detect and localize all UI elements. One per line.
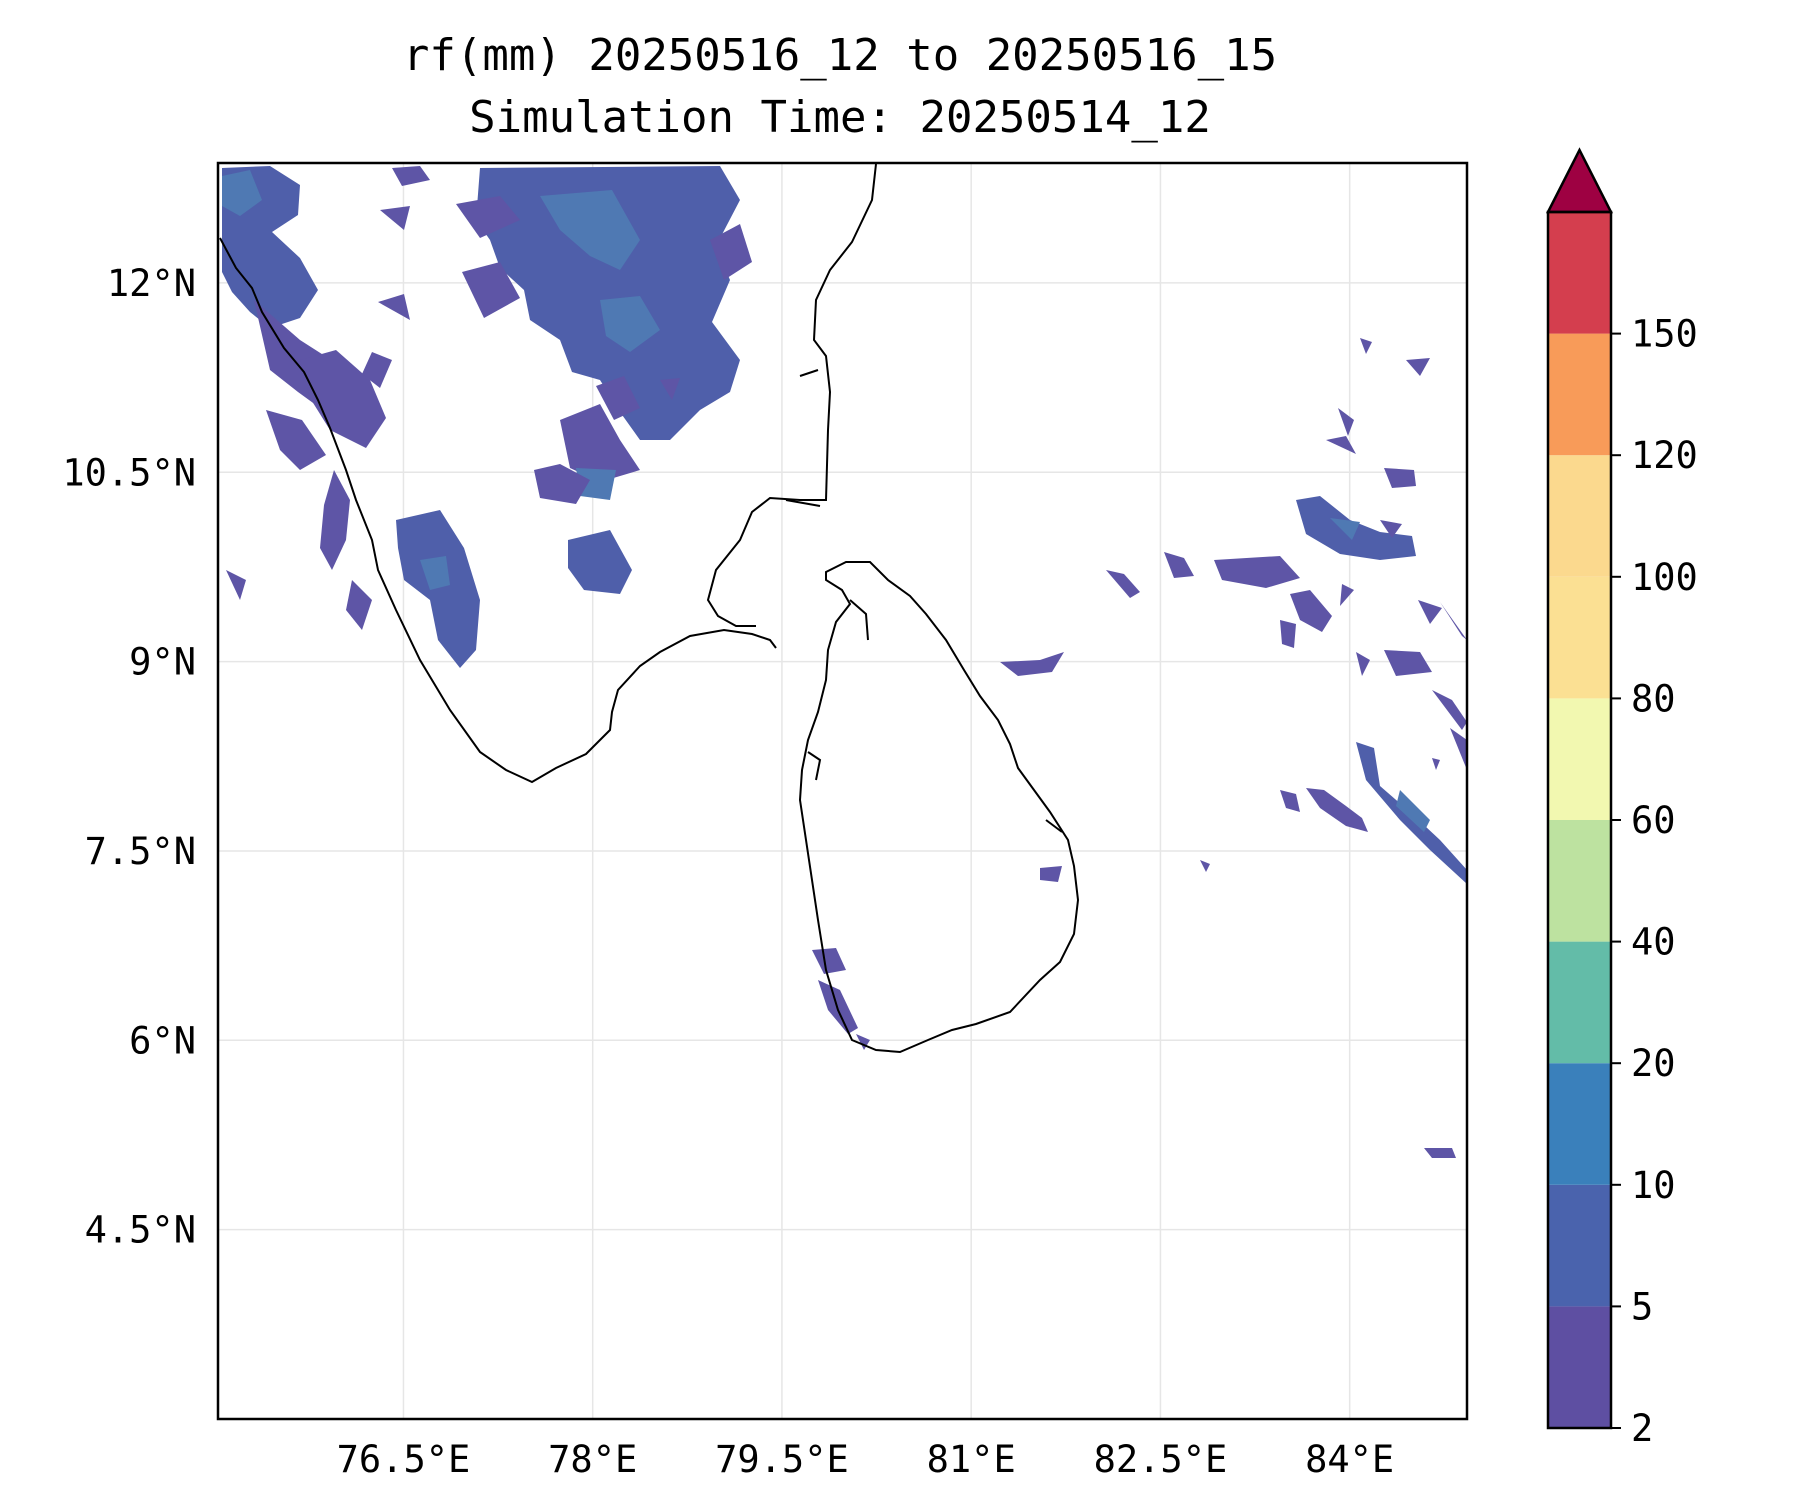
colorbar-tick-label: 10 xyxy=(1631,1164,1676,1207)
lon-tick-label: 81°E xyxy=(927,1438,1016,1481)
colorbar-segment xyxy=(1548,1306,1611,1428)
colorbar-segment xyxy=(1548,1063,1611,1185)
map-area: 76.5°E 78°E 79.5°E 81°E 82.5°E 84°E 12°N 10.5°… xyxy=(62,161,1469,1481)
colorbar-tick-label: 60 xyxy=(1631,799,1676,842)
lon-tick-label: 76.5°E xyxy=(337,1438,471,1481)
lon-tick-label: 79.5°E xyxy=(715,1438,849,1481)
map-title: rf(mm) 20250516_12 to 20250516_15 xyxy=(402,30,1278,81)
lat-tick-label: 7.5°N xyxy=(85,830,196,873)
colorbar-segment xyxy=(1548,212,1611,334)
colorbar-tick-label: 2 xyxy=(1631,1407,1653,1450)
colorbar-segment xyxy=(1548,333,1611,456)
lon-tick-label: 84°E xyxy=(1305,1438,1394,1481)
lat-tick-label: 9°N xyxy=(129,641,196,684)
gridlines xyxy=(218,163,1467,1419)
rainfall-patches xyxy=(222,166,1467,1158)
colorbar-segment xyxy=(1548,576,1611,699)
colorbar-tick-label: 100 xyxy=(1631,556,1698,599)
colorbar-tick-label: 150 xyxy=(1631,313,1698,356)
colorbar-tick-label: 80 xyxy=(1631,677,1676,720)
colorbar-tick-label: 20 xyxy=(1631,1042,1676,1085)
lat-tick-label: 6°N xyxy=(129,1019,196,1062)
lat-tick-label: 10.5°N xyxy=(62,451,196,494)
colorbar-segment xyxy=(1548,1184,1611,1307)
colorbar: 2 5 10 20 40 60 80 100 120 150 xyxy=(1545,147,1698,1450)
colorbar-tick-label: 120 xyxy=(1631,434,1698,477)
colorbar-tick-label: 40 xyxy=(1631,921,1676,964)
latitude-ticks: 12°N 10.5°N 9°N 7.5°N 6°N 4.5°N xyxy=(62,262,196,1252)
lat-tick-label: 12°N xyxy=(107,262,196,305)
lon-tick-label: 82.5°E xyxy=(1094,1438,1228,1481)
longitude-ticks: 76.5°E 78°E 79.5°E 81°E 82.5°E 84°E xyxy=(337,1438,1395,1481)
colorbar-extend-triangle xyxy=(1545,147,1614,214)
lat-tick-label: 4.5°N xyxy=(85,1209,196,1252)
coastline xyxy=(219,163,1080,1054)
colorbar-segment xyxy=(1548,698,1611,820)
colorbar-tick-label: 5 xyxy=(1631,1285,1653,1328)
lon-tick-label: 78°E xyxy=(548,1438,637,1481)
map-background xyxy=(218,163,1467,1419)
colorbar-segment xyxy=(1548,941,1611,1064)
map-frame xyxy=(216,161,1469,1421)
colorbar-segment xyxy=(1548,820,1611,942)
colorbar-segment xyxy=(1548,455,1611,577)
map-subtitle: Simulation Time: 20250514_12 xyxy=(469,92,1211,143)
